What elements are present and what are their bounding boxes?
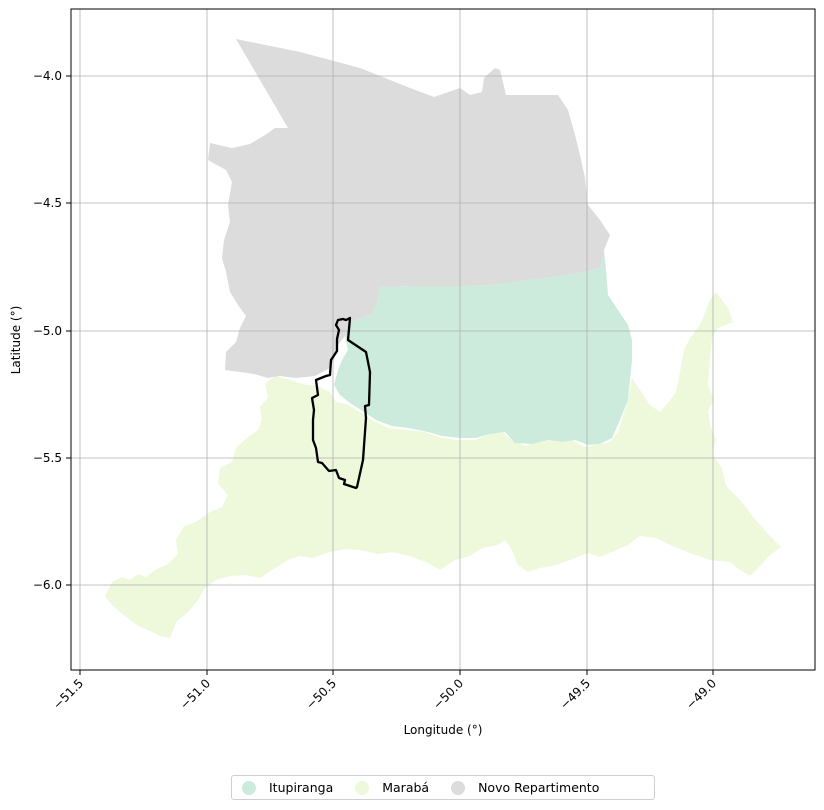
x-tick-label: −50.5 [303,676,339,712]
y-tick-label: −4.0 [33,69,62,83]
legend: Itupiranga Marabá Novo Repartimento [231,775,655,800]
legend-marker-novo-repartimento [451,780,466,795]
highlight-outline [310,316,372,490]
legend-label-itupiranga: Itupiranga [269,780,334,795]
tick-marks [66,75,714,675]
legend-label-maraba: Marabá [382,780,430,795]
legend-item-itupiranga: Itupiranga [242,780,333,795]
x-axis-label: Longitude (°) [404,723,483,737]
x-tick-label: −50.0 [430,676,466,712]
y-tick-label: −6.0 [33,578,62,592]
x-tick-label: −49.5 [557,676,593,712]
y-tick-label: −4.5 [33,196,62,210]
y-tick-label: −5.5 [33,451,62,465]
y-axis-label: Latitude (°) [9,306,23,375]
grid-lines [71,9,815,670]
legend-marker-itupiranga [242,780,256,795]
x-tick-label: −49.0 [683,676,719,712]
y-tick-label: −5.0 [33,324,62,338]
y-tick-labels: −4.0 −4.5 −5.0 −5.5 −6.0 [33,69,62,592]
legend-label-novo-repartimento: Novo Repartimento [478,780,600,795]
axes-frame [70,8,816,671]
x-tick-label: −51.0 [177,676,213,712]
x-tick-labels: −51.5 −51.0 −50.5 −50.0 −49.5 −49.0 [50,676,719,712]
region-maraba [105,292,781,638]
region-novo-repartimento [208,39,610,378]
legend-item-maraba: Marabá [355,780,429,795]
x-tick-label: −51.5 [50,676,86,712]
region-polygons [105,39,781,638]
region-itupiranga [334,250,632,445]
legend-marker-maraba [355,780,370,795]
legend-item-novo-repartimento: Novo Repartimento [451,780,599,795]
